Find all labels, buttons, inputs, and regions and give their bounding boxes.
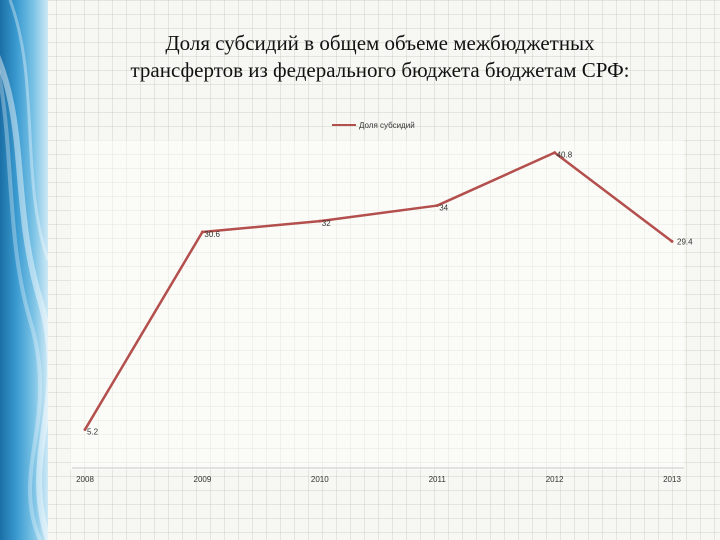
legend-swatch bbox=[332, 124, 356, 126]
x-tick-label: 2011 bbox=[429, 475, 447, 484]
data-point bbox=[435, 204, 439, 208]
data-point bbox=[318, 219, 322, 223]
chart-legend: Доля субсидий bbox=[332, 118, 415, 132]
data-point bbox=[83, 428, 87, 432]
data-point bbox=[200, 230, 204, 234]
data-point bbox=[670, 239, 674, 243]
x-tick-label: 2010 bbox=[311, 475, 329, 484]
data-label: 29.4 bbox=[677, 237, 693, 246]
slide-title-line-2: трансфертов из федерального бюджета бюдж… bbox=[130, 58, 630, 82]
data-label: 30.6 bbox=[204, 230, 220, 239]
x-tick-label: 2013 bbox=[663, 475, 681, 484]
series-line bbox=[83, 151, 673, 431]
slide-title: Доля субсидий в общем объеме межбюджетны… bbox=[60, 30, 700, 84]
decorative-side-band bbox=[0, 0, 48, 540]
data-label: 40.8 bbox=[557, 151, 573, 160]
x-tick-label: 2008 bbox=[76, 475, 94, 484]
data-label: 5.2 bbox=[87, 428, 99, 437]
x-tick-label: 2012 bbox=[546, 475, 564, 484]
data-label: 32 bbox=[322, 219, 331, 228]
plot-area bbox=[70, 140, 684, 470]
slide-title-line-1: Доля субсидий в общем объеме межбюджетны… bbox=[165, 31, 595, 55]
x-tick-label: 2009 bbox=[194, 475, 212, 484]
wave-decoration bbox=[0, 0, 48, 540]
data-label: 34 bbox=[439, 204, 448, 213]
data-point bbox=[553, 151, 557, 155]
legend-label: Доля субсидий bbox=[359, 120, 415, 130]
